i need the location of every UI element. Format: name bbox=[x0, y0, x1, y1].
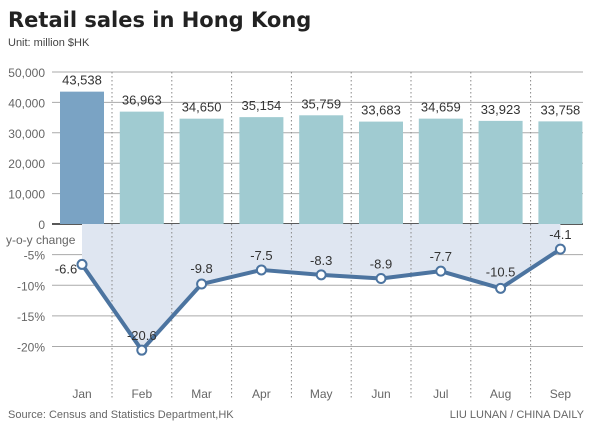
bar-value-label: 34,650 bbox=[182, 100, 222, 115]
month-label: Jun bbox=[371, 387, 390, 401]
change-value-label: -8.3 bbox=[310, 253, 332, 268]
change-point bbox=[255, 264, 267, 276]
month-label: Feb bbox=[131, 387, 152, 401]
month-label: May bbox=[310, 387, 333, 401]
sales-bar bbox=[239, 117, 284, 224]
bar-value-label: 36,963 bbox=[122, 93, 162, 108]
sales-bar bbox=[299, 115, 344, 224]
change-value-label: -7.5 bbox=[250, 248, 272, 263]
month-label: Sep bbox=[550, 387, 572, 401]
chart-subtitle: Unit: million $HK bbox=[8, 37, 90, 49]
change-value-label: -6.6 bbox=[55, 261, 77, 276]
bar-value-label: 33,758 bbox=[541, 102, 581, 117]
change-point bbox=[196, 278, 208, 290]
change-point bbox=[495, 282, 507, 294]
bar-value-label: 35,759 bbox=[301, 96, 341, 111]
month-label: Apr bbox=[252, 387, 271, 401]
change-value-label: -4.1 bbox=[549, 227, 571, 242]
change-value-label: -9.8 bbox=[190, 261, 212, 276]
line-ytick-label: -5% bbox=[24, 249, 46, 263]
sales-bar bbox=[60, 91, 104, 225]
line-ytick-label: -15% bbox=[17, 310, 45, 324]
change-area-fill bbox=[82, 224, 561, 351]
sales-bar bbox=[538, 121, 583, 224]
chart-title: Retail sales in Hong Kong bbox=[8, 8, 311, 32]
sales-bar bbox=[179, 118, 224, 224]
source-note: Source: Census and Statistics Department… bbox=[8, 409, 234, 421]
sales-bar bbox=[418, 118, 463, 224]
change-point bbox=[136, 344, 148, 356]
bar-value-label: 33,683 bbox=[361, 103, 401, 118]
change-value-label: -20.6 bbox=[127, 328, 157, 343]
change-point bbox=[435, 265, 447, 277]
credit: LIU LUNAN / CHINA DAILY bbox=[450, 409, 585, 421]
bar-value-label: 33,923 bbox=[481, 102, 521, 117]
bar-value-label: 43,538 bbox=[62, 73, 102, 88]
bar-ytick-label: 10,000 bbox=[8, 188, 45, 202]
sales-bar bbox=[119, 111, 164, 224]
sales-bar bbox=[359, 121, 403, 224]
month-label: Jul bbox=[433, 387, 448, 401]
month-label: Mar bbox=[191, 387, 212, 401]
line-ytick-label: -20% bbox=[17, 341, 45, 355]
bar-ytick-label: 50,000 bbox=[8, 66, 45, 80]
bar-value-label: 35,154 bbox=[242, 98, 282, 113]
bar-ytick-label: 30,000 bbox=[8, 127, 45, 141]
line-axis-label: y-o-y change bbox=[6, 233, 76, 247]
bar-value-label: 34,659 bbox=[421, 100, 461, 115]
month-label: Jan bbox=[72, 387, 91, 401]
bar-ytick-label: 20,000 bbox=[8, 157, 45, 171]
change-point bbox=[76, 258, 88, 270]
change-point bbox=[554, 243, 566, 255]
change-value-label: -7.7 bbox=[430, 249, 452, 264]
change-point bbox=[375, 273, 387, 285]
sales-bar bbox=[478, 120, 523, 224]
bar-ytick-label: 0 bbox=[38, 218, 45, 232]
change-point bbox=[315, 269, 327, 281]
bar-ytick-label: 40,000 bbox=[8, 96, 45, 110]
line-ytick-label: -10% bbox=[17, 279, 45, 293]
change-value-label: -10.5 bbox=[486, 264, 516, 279]
month-label: Aug bbox=[490, 387, 511, 401]
change-value-label: -8.9 bbox=[370, 257, 392, 272]
